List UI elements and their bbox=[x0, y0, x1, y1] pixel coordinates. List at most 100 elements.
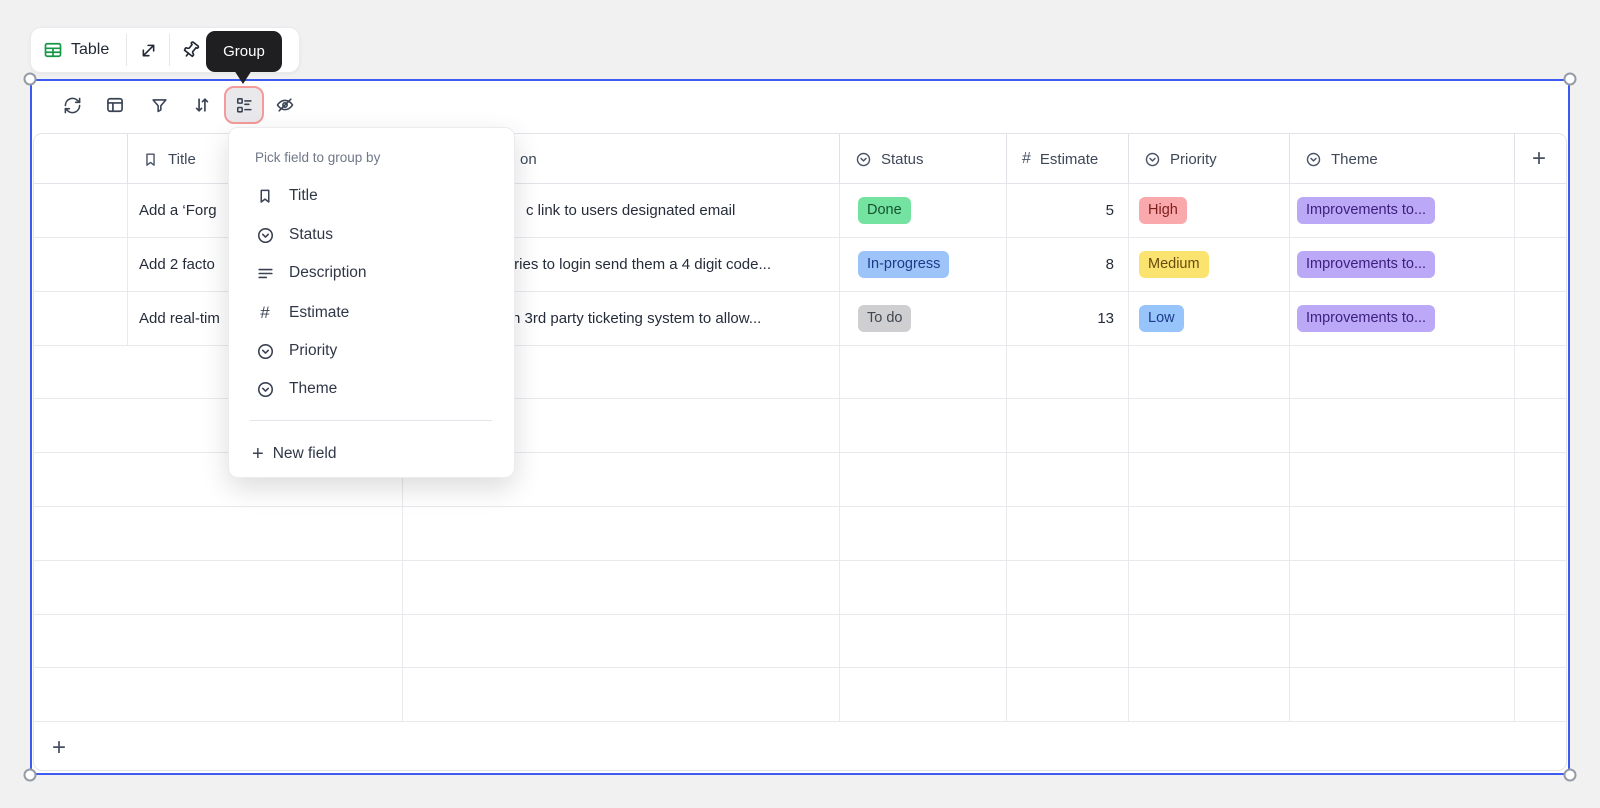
description-cell[interactable]: tries to login send them a 4 digit code.… bbox=[510, 256, 771, 273]
column-header-status[interactable]: Status bbox=[855, 134, 924, 184]
table-row[interactable]: Add real-tim n 3rd party ticketing syste… bbox=[34, 292, 1566, 346]
dropdown-item-label: Priority bbox=[289, 342, 338, 359]
dropdown-item-description[interactable]: Description bbox=[241, 254, 502, 292]
dropdown-item-label: Title bbox=[289, 187, 318, 204]
priority-cell[interactable]: Low bbox=[1139, 292, 1184, 345]
column-header-description-fragment[interactable]: on bbox=[520, 134, 537, 184]
plus-icon: + bbox=[252, 443, 264, 465]
refresh-icon bbox=[63, 96, 82, 115]
status-badge: In-progress bbox=[858, 251, 950, 278]
empty-table-row[interactable] bbox=[34, 614, 1566, 668]
gridline bbox=[1514, 238, 1515, 291]
gridline bbox=[1006, 614, 1007, 667]
priority-badge: High bbox=[1139, 197, 1187, 224]
description-cell[interactable]: n 3rd party ticketing system to allow... bbox=[512, 310, 762, 327]
filter-icon bbox=[150, 96, 169, 115]
gridline bbox=[1128, 238, 1129, 291]
gridline bbox=[1006, 561, 1007, 614]
hide-fields-button[interactable] bbox=[265, 85, 305, 125]
table-type-button[interactable]: Table bbox=[43, 28, 109, 72]
gridline bbox=[1128, 345, 1129, 398]
table-row[interactable]: Add a ‘Forg c link to users designated e… bbox=[34, 184, 1566, 238]
theme-badge: Improvements to... bbox=[1297, 251, 1436, 278]
gridline bbox=[839, 345, 840, 398]
group-button[interactable] bbox=[224, 86, 264, 124]
column-header-title[interactable]: Title bbox=[142, 134, 196, 184]
column-header-estimate[interactable]: # Estimate bbox=[1022, 134, 1098, 184]
title-cell[interactable]: Add real-tim bbox=[139, 310, 220, 327]
gridline bbox=[1514, 292, 1515, 345]
refresh-button[interactable] bbox=[52, 85, 92, 125]
theme-cell[interactable]: Improvements to... bbox=[1297, 184, 1436, 237]
gridline bbox=[1006, 453, 1007, 506]
gridline bbox=[1128, 668, 1129, 721]
priority-cell[interactable]: High bbox=[1139, 184, 1187, 237]
gridline bbox=[127, 292, 128, 345]
gridline bbox=[1289, 134, 1290, 183]
gridline bbox=[1514, 399, 1515, 452]
priority-cell[interactable]: Medium bbox=[1139, 238, 1209, 291]
column-header-theme[interactable]: Theme bbox=[1305, 134, 1378, 184]
theme-badge: Improvements to... bbox=[1297, 305, 1436, 332]
gridline bbox=[402, 668, 403, 721]
dropdown-item-title[interactable]: Title bbox=[241, 177, 502, 215]
gridline bbox=[1514, 561, 1515, 614]
gridline bbox=[839, 292, 840, 345]
gridline bbox=[1514, 668, 1515, 721]
estimate-cell[interactable]: 5 bbox=[1105, 202, 1114, 219]
bookmark-icon bbox=[142, 151, 159, 168]
empty-table-row[interactable] bbox=[34, 668, 1566, 722]
theme-cell[interactable]: Improvements to... bbox=[1297, 238, 1436, 291]
toolbar-divider bbox=[169, 34, 170, 66]
gridline bbox=[1006, 292, 1007, 345]
description-cell[interactable]: c link to users designated email bbox=[526, 202, 736, 219]
empty-table-row[interactable] bbox=[34, 507, 1566, 561]
gridline bbox=[1006, 238, 1007, 291]
gridline bbox=[127, 238, 128, 291]
gridline bbox=[839, 134, 840, 183]
gridline bbox=[1128, 292, 1129, 345]
priority-badge: Medium bbox=[1139, 251, 1209, 278]
gridline bbox=[1006, 345, 1007, 398]
select-circle-icon bbox=[1305, 151, 1322, 168]
title-cell[interactable]: Add 2 facto bbox=[139, 256, 215, 273]
gridline bbox=[127, 134, 128, 183]
new-field-button[interactable]: + New field bbox=[241, 435, 502, 473]
sort-button[interactable] bbox=[182, 85, 222, 125]
dropdown-item-label: Description bbox=[289, 264, 367, 281]
estimate-cell[interactable]: 13 bbox=[1097, 310, 1114, 327]
status-cell[interactable]: To do bbox=[858, 292, 912, 345]
gridline bbox=[1289, 561, 1290, 614]
selection-handle-bottom-right[interactable] bbox=[1563, 768, 1577, 782]
status-cell[interactable]: Done bbox=[858, 184, 911, 237]
gridline bbox=[1289, 238, 1290, 291]
dropdown-item-status[interactable]: Status bbox=[241, 216, 502, 254]
pin-button[interactable] bbox=[170, 28, 212, 72]
gridline bbox=[1006, 134, 1007, 183]
add-row-plus-icon: + bbox=[52, 733, 67, 761]
filter-button[interactable] bbox=[139, 85, 179, 125]
dropdown-item-theme[interactable]: Theme bbox=[241, 370, 502, 408]
expand-button[interactable] bbox=[127, 28, 169, 72]
selection-handle-bottom-left[interactable] bbox=[23, 768, 37, 782]
gridline bbox=[402, 453, 403, 506]
dropdown-item-label: Status bbox=[289, 226, 333, 243]
status-cell[interactable]: In-progress bbox=[858, 238, 950, 291]
title-cell[interactable]: Add a ‘Forg bbox=[139, 202, 217, 219]
dropdown-item-estimate[interactable]: # Estimate bbox=[241, 294, 502, 332]
dropdown-item-priority[interactable]: Priority bbox=[241, 332, 502, 370]
gridline bbox=[1006, 507, 1007, 560]
column-header-label: on bbox=[520, 150, 537, 168]
empty-table-row[interactable] bbox=[34, 561, 1566, 615]
empty-table-row[interactable] bbox=[34, 453, 1566, 507]
select-circle-icon bbox=[255, 226, 275, 245]
layout-button[interactable] bbox=[95, 85, 135, 125]
selection-handle-top-right[interactable] bbox=[1563, 72, 1577, 86]
estimate-cell[interactable]: 8 bbox=[1105, 256, 1114, 273]
add-column-button[interactable]: + bbox=[1532, 134, 1546, 184]
table-row[interactable]: Add 2 facto tries to login send them a 4… bbox=[34, 238, 1566, 292]
theme-cell[interactable]: Improvements to... bbox=[1297, 292, 1436, 345]
column-header-priority[interactable]: Priority bbox=[1144, 134, 1217, 184]
selection-handle-top-left[interactable] bbox=[23, 72, 37, 86]
add-row-footer[interactable]: + bbox=[34, 722, 1566, 770]
